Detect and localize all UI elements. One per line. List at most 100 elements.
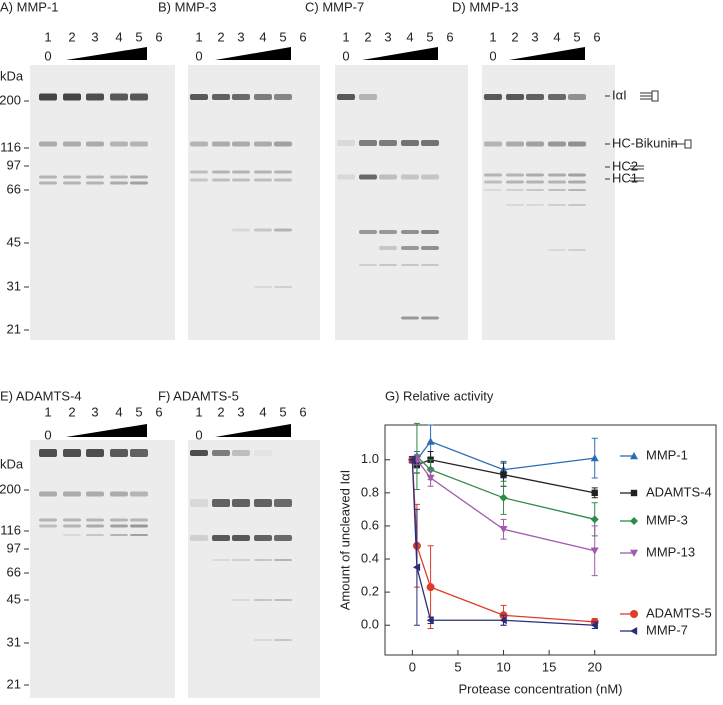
plot-frame bbox=[384, 424, 717, 656]
gel-band bbox=[548, 249, 566, 251]
lane-number: 2 bbox=[364, 29, 371, 44]
gel-band bbox=[212, 178, 230, 182]
gel-band bbox=[484, 180, 502, 184]
gel-band bbox=[254, 178, 272, 182]
gel-band bbox=[86, 93, 104, 101]
marker-size: 200 bbox=[0, 92, 21, 107]
gel-band bbox=[401, 230, 419, 234]
lane-number: 4 bbox=[406, 29, 413, 44]
x-tick-label: 10 bbox=[496, 659, 510, 674]
gel-band bbox=[526, 180, 544, 184]
gel-band bbox=[110, 518, 128, 522]
kda-label: kDa bbox=[0, 456, 24, 471]
y-tick-label: 0.6 bbox=[361, 517, 379, 532]
gel-band bbox=[274, 599, 292, 601]
lane-number: 5 bbox=[279, 29, 286, 44]
gel-band bbox=[254, 599, 272, 601]
gel-band bbox=[86, 181, 104, 185]
gel-band bbox=[401, 174, 419, 180]
gel-band bbox=[86, 141, 104, 147]
gel-band bbox=[110, 534, 128, 536]
gel-band bbox=[337, 174, 355, 180]
gel-band bbox=[110, 175, 128, 179]
y-tick-label: 1.0 bbox=[361, 451, 379, 466]
data-point bbox=[499, 526, 508, 534]
gel-band bbox=[254, 286, 272, 288]
lane-number: 5 bbox=[279, 404, 286, 419]
lane-number: 2 bbox=[68, 404, 75, 419]
gel-band bbox=[274, 170, 292, 174]
gradient-triangle bbox=[66, 47, 147, 60]
legend-label: MMP-3 bbox=[646, 512, 688, 527]
gel-band bbox=[190, 178, 208, 182]
gel-band bbox=[254, 499, 272, 507]
gel-band bbox=[39, 141, 57, 147]
gel-band bbox=[254, 450, 272, 456]
gel-band bbox=[254, 535, 272, 541]
zero-label: 0 bbox=[489, 48, 496, 63]
lane-number: 6 bbox=[446, 29, 453, 44]
marker-size: 66 bbox=[7, 181, 21, 196]
gel-band bbox=[130, 491, 148, 497]
gel-band bbox=[401, 316, 419, 320]
gel-band bbox=[86, 518, 104, 522]
gel-band bbox=[86, 524, 104, 528]
gel bbox=[482, 65, 615, 340]
data-point bbox=[590, 454, 599, 462]
gel-band bbox=[568, 204, 586, 206]
marker-size: 45 bbox=[7, 234, 21, 249]
y-tick-label: 0.4 bbox=[361, 550, 379, 565]
gel-band bbox=[421, 264, 439, 266]
gel-band bbox=[274, 286, 292, 288]
gel-band bbox=[254, 228, 272, 232]
gel-band bbox=[484, 94, 502, 100]
gel-band bbox=[63, 518, 81, 522]
legend-marker bbox=[630, 610, 638, 618]
panel-label: C) MMP-7 bbox=[305, 0, 364, 14]
zero-label: 0 bbox=[195, 48, 202, 63]
lane-number: 6 bbox=[155, 29, 162, 44]
gel bbox=[335, 65, 468, 340]
gel-band bbox=[506, 141, 524, 147]
x-tick-label: 5 bbox=[454, 659, 461, 674]
gel-band bbox=[212, 94, 230, 100]
panel-label: D) MMP-13 bbox=[452, 0, 518, 14]
data-point bbox=[426, 583, 435, 592]
gradient-triangle bbox=[215, 424, 291, 437]
lane-number: 2 bbox=[511, 29, 518, 44]
gel-band bbox=[212, 535, 230, 541]
marker-size: 97 bbox=[7, 540, 21, 555]
gel-band bbox=[63, 93, 81, 101]
gel-band bbox=[254, 639, 272, 641]
gradient-triangle bbox=[509, 47, 585, 60]
gel-band bbox=[274, 499, 292, 507]
gel-band bbox=[421, 230, 439, 234]
data-point bbox=[590, 621, 598, 630]
lane-number: 1 bbox=[44, 404, 51, 419]
gel-band bbox=[39, 175, 57, 179]
legend-marker bbox=[630, 627, 638, 635]
gel-band bbox=[548, 173, 566, 177]
lane-number: 4 bbox=[115, 404, 122, 419]
gel-band bbox=[526, 204, 544, 206]
gel-band bbox=[63, 141, 81, 147]
gel-band bbox=[484, 173, 502, 177]
legend-marker bbox=[630, 549, 638, 557]
gel-band bbox=[130, 518, 148, 522]
gel-band bbox=[254, 559, 272, 561]
x-tick-label: 20 bbox=[587, 659, 601, 674]
lane-number: 6 bbox=[299, 29, 306, 44]
marker-size: 116 bbox=[0, 139, 21, 154]
gel-band bbox=[421, 316, 439, 320]
data-point bbox=[591, 489, 598, 497]
lane-number: 5 bbox=[135, 404, 142, 419]
gel-band bbox=[401, 264, 419, 266]
gel-band bbox=[110, 524, 128, 528]
gel-band bbox=[274, 535, 292, 541]
gel-band bbox=[232, 178, 250, 182]
legend-label: MMP-13 bbox=[646, 544, 695, 559]
gel-band bbox=[63, 175, 81, 179]
gel-band bbox=[232, 170, 250, 174]
gel-band bbox=[506, 173, 524, 177]
